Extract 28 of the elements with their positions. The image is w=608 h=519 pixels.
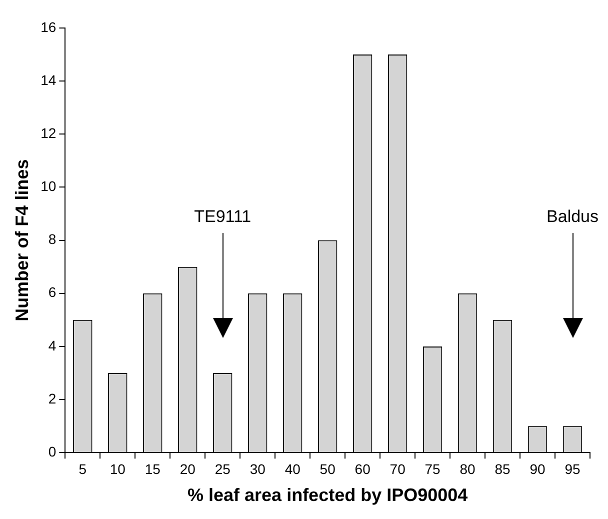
y-tick-label: 8 <box>48 231 56 248</box>
x-tick-label: 40 <box>284 460 301 477</box>
x-tick-label: 70 <box>390 460 406 477</box>
y-tick-label: 10 <box>40 178 56 194</box>
x-tick-label: 10 <box>110 460 126 477</box>
x-tick-label: 5 <box>78 460 87 477</box>
y-tick-label: 2 <box>48 390 56 406</box>
y-tick-label: 6 <box>48 284 56 300</box>
x-axis-title: % leaf area infected by IPO90004 <box>188 485 468 506</box>
x-tick-label: 80 <box>460 460 476 477</box>
y-tick-label: 14 <box>40 72 56 88</box>
y-tick-label: 0 <box>48 443 56 460</box>
x-tick-label: 20 <box>180 460 196 477</box>
x-tick-label: 50 <box>320 460 336 477</box>
x-tick-label: 90 <box>530 460 546 477</box>
y-tick-label: 12 <box>40 125 56 142</box>
annotation: Baldus <box>546 207 598 226</box>
y-axis-title: Number of F4 lines <box>12 159 32 322</box>
x-tick-label: 95 <box>564 460 581 477</box>
y-tick-label: 16 <box>40 18 56 35</box>
x-tick-label: 85 <box>494 460 511 477</box>
y-tick-label: 4 <box>48 337 56 354</box>
x-tick-label: 30 <box>250 460 266 477</box>
x-tick-label: 15 <box>144 460 161 477</box>
annotation: TE9111 <box>194 207 252 226</box>
x-tick-label: 25 <box>214 460 231 477</box>
x-tick-label: 75 <box>424 460 441 477</box>
x-tick-label: 60 <box>354 460 371 477</box>
